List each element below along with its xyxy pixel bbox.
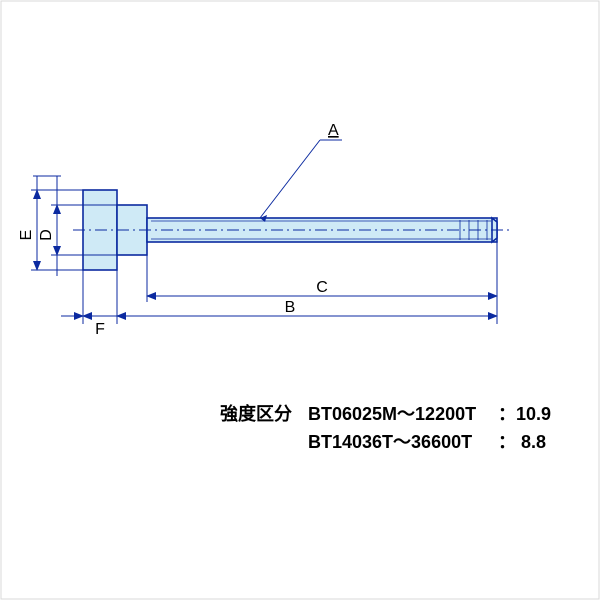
notes-line1-left: BT06025M～12200T: [308, 404, 476, 424]
label-b: B: [285, 299, 296, 316]
label-f: F: [95, 321, 105, 338]
notes-line2-right: ： 8.8: [498, 432, 546, 452]
label-e: E: [18, 230, 35, 241]
notes-heading: 強度区分: [220, 403, 292, 424]
label-c: C: [316, 279, 328, 296]
notes-line2-left: BT14036T～36600T: [308, 432, 472, 452]
notes-line1-right: ：10.9: [498, 404, 551, 424]
label-d: D: [38, 229, 55, 241]
label-a: A: [328, 122, 339, 139]
